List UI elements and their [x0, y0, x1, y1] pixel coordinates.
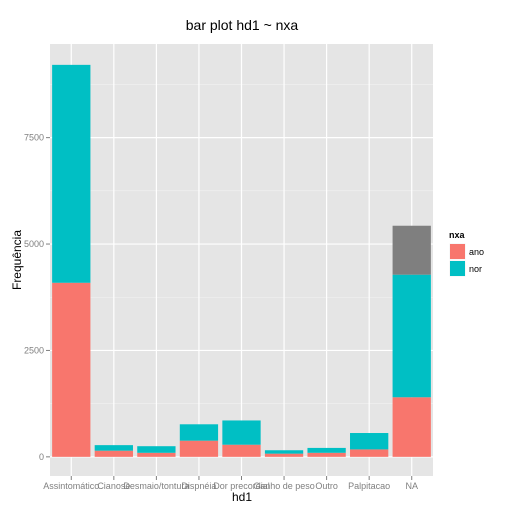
x-axis-title: hd1 [232, 490, 252, 504]
x-tick-label: Palpitacao [348, 481, 390, 491]
legend-label: nor [469, 264, 482, 274]
bar-segment [264, 453, 304, 457]
bar-segment [307, 452, 346, 457]
legend-swatch [450, 244, 465, 259]
bar-segment [222, 444, 261, 457]
bar-segment [392, 225, 431, 275]
x-tick-label: NA [405, 481, 418, 491]
bar-segment [264, 450, 304, 454]
bar-segment [137, 452, 176, 457]
bar-segment [137, 446, 176, 453]
chart-title: bar plot hd1 ~ nxa [186, 17, 299, 33]
bar-segment [392, 397, 431, 457]
bar-segment [94, 445, 133, 451]
bar-segment [179, 440, 219, 457]
x-tick-label: Cianose [97, 481, 130, 491]
bars [52, 64, 431, 457]
bar-segment [350, 433, 389, 450]
bar-segment [94, 450, 133, 457]
bar-segment [392, 274, 431, 398]
y-tick-label: 5000 [24, 239, 44, 249]
bar-segment [52, 64, 91, 283]
y-axis: 0 2500 5000 7500 [24, 133, 50, 462]
bar-segment [307, 447, 346, 453]
legend-swatch [450, 261, 465, 276]
bar-segment [222, 420, 261, 445]
legend: nxa ano nor [448, 230, 484, 278]
y-tick-label: 7500 [24, 133, 44, 143]
x-tick-label: Dor precordial [213, 481, 270, 491]
x-tick-label: Outro [315, 481, 338, 491]
y-axis-title: Frequência [10, 230, 24, 290]
x-tick-label: Desmaio/tontura [123, 481, 189, 491]
x-tick-label: Dispnéia [181, 481, 216, 491]
x-tick-label: Ganho de peso [253, 481, 315, 491]
x-axis: AssintomáticoCianoseDesmaio/tonturaDispn… [43, 476, 418, 491]
bar-segment [179, 424, 219, 441]
legend-title: nxa [449, 230, 466, 240]
y-tick-label: 2500 [24, 345, 44, 355]
y-tick-label: 0 [39, 452, 44, 462]
bar-segment [52, 282, 91, 457]
x-tick-label: Assintomático [43, 481, 99, 491]
bar-segment [350, 449, 389, 457]
legend-label: ano [469, 247, 484, 257]
